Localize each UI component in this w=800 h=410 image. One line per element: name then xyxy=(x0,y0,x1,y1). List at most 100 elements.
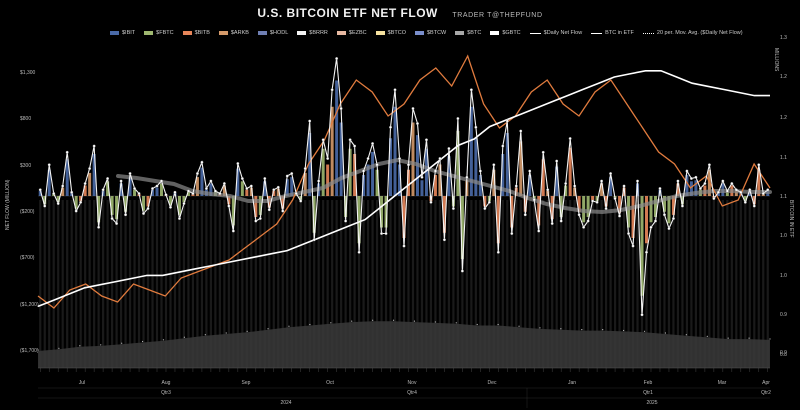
volume-dot xyxy=(434,321,436,323)
background-bar xyxy=(766,200,769,368)
net-flow-bar xyxy=(272,190,276,196)
net-flow-bar xyxy=(371,151,375,196)
legend-swatch xyxy=(336,31,346,35)
net-flow-bar xyxy=(281,196,285,209)
background-bar xyxy=(290,200,293,368)
background-bar xyxy=(582,200,585,368)
legend-item: 20 per. Mov. Avg. ($Daily Net Flow) xyxy=(642,30,743,36)
net-flow-bar xyxy=(550,196,554,220)
daily-net-flow-point xyxy=(384,232,388,235)
background-bar xyxy=(658,200,662,368)
net-flow-bar xyxy=(384,196,388,228)
daily-net-flow-point xyxy=(645,250,648,254)
daily-net-flow-point xyxy=(222,182,226,185)
daily-net-flow-point xyxy=(151,187,154,190)
background-bar xyxy=(627,200,630,368)
background-bar xyxy=(546,200,549,368)
daily-net-flow-point xyxy=(447,147,451,150)
daily-net-flow-point xyxy=(577,213,581,217)
daily-net-flow-point xyxy=(281,209,285,213)
background-bar xyxy=(578,200,581,368)
daily-net-flow-point xyxy=(703,182,707,185)
background-bar xyxy=(182,200,186,368)
background-bar xyxy=(43,200,46,368)
background-bar xyxy=(344,200,347,368)
x-month-label: Dec xyxy=(488,380,497,386)
daily-net-flow-point xyxy=(330,88,334,92)
background-bar xyxy=(223,200,226,368)
background-bar xyxy=(407,200,410,368)
daily-net-flow-point xyxy=(743,200,747,204)
background-bar xyxy=(349,200,352,368)
daily-net-flow-point xyxy=(88,167,92,170)
daily-net-flow-point xyxy=(321,138,325,142)
legend-swatch xyxy=(218,31,228,35)
background-bar xyxy=(479,200,482,368)
daily-net-flow-point xyxy=(591,199,595,203)
daily-net-flow-point xyxy=(654,219,657,223)
daily-net-flow-point xyxy=(200,160,204,164)
background-bar xyxy=(649,200,653,368)
background-bar xyxy=(501,200,504,368)
net-flow-bar xyxy=(398,164,402,196)
legend-item: $BTCW xyxy=(415,30,446,36)
daily-net-flow-point xyxy=(169,205,172,209)
daily-net-flow-point xyxy=(456,117,460,120)
legend-label: $BTCW xyxy=(427,30,447,36)
y-tick-left: ($200) xyxy=(20,209,35,215)
net-flow-bar xyxy=(676,183,680,196)
background-bar xyxy=(425,200,428,368)
volume-dot xyxy=(58,347,60,349)
y-tick-right: 1.2 xyxy=(780,74,787,80)
legend-label: $BITB xyxy=(194,30,210,36)
background-bar xyxy=(322,200,325,368)
net-flow-bar xyxy=(195,177,199,196)
y-axis-label-left: NET FLOW (MILLION) xyxy=(5,179,11,230)
background-bar xyxy=(748,200,751,368)
net-flow-bar xyxy=(47,169,51,196)
daily-net-flow-point xyxy=(420,175,424,179)
daily-net-flow-point xyxy=(191,192,195,195)
daily-net-flow-point xyxy=(442,238,446,242)
net-flow-bar xyxy=(128,177,132,196)
net-flow-bar xyxy=(177,196,181,215)
daily-net-flow-point xyxy=(586,219,590,223)
daily-net-flow-point xyxy=(97,225,101,229)
legend-label: $BRRR xyxy=(309,30,328,36)
net-flow-bar xyxy=(249,187,253,196)
net-flow-bar xyxy=(110,196,114,215)
daily-net-flow-point xyxy=(204,187,208,190)
daily-net-flow-point xyxy=(546,188,550,192)
net-flow-bar xyxy=(752,196,756,205)
daily-net-flow-point xyxy=(173,190,177,194)
background-bar xyxy=(618,200,621,368)
net-flow-bar xyxy=(209,183,213,196)
daily-net-flow-point xyxy=(425,138,428,142)
volume-dot xyxy=(246,330,248,332)
background-bar xyxy=(66,200,69,368)
background-bar xyxy=(353,200,356,368)
net-flow-bar xyxy=(308,133,312,196)
daily-net-flow-point xyxy=(510,232,514,235)
daily-net-flow-point xyxy=(218,192,222,195)
net-flow-bar xyxy=(595,196,599,202)
net-flow-bar xyxy=(411,122,415,196)
daily-net-flow-point xyxy=(725,189,729,193)
net-flow-bar xyxy=(433,175,437,196)
net-flow-bar xyxy=(743,196,747,202)
background-bar xyxy=(115,200,118,368)
background-bar xyxy=(227,200,230,368)
background-bar xyxy=(191,200,195,368)
background-bar xyxy=(52,200,55,368)
net-flow-bar xyxy=(627,196,631,228)
daily-net-flow-point xyxy=(721,179,725,183)
daily-net-flow-point xyxy=(680,204,684,208)
daily-net-flow-point xyxy=(712,197,716,200)
background-bar xyxy=(375,200,379,368)
net-flow-bar xyxy=(492,169,496,196)
daily-net-flow-point xyxy=(227,204,231,208)
y-tick-left: ($700) xyxy=(20,255,35,261)
legend-item: $BTCO xyxy=(375,30,406,36)
legend-item: $IBIT xyxy=(110,30,135,36)
net-flow-bar xyxy=(658,189,662,196)
